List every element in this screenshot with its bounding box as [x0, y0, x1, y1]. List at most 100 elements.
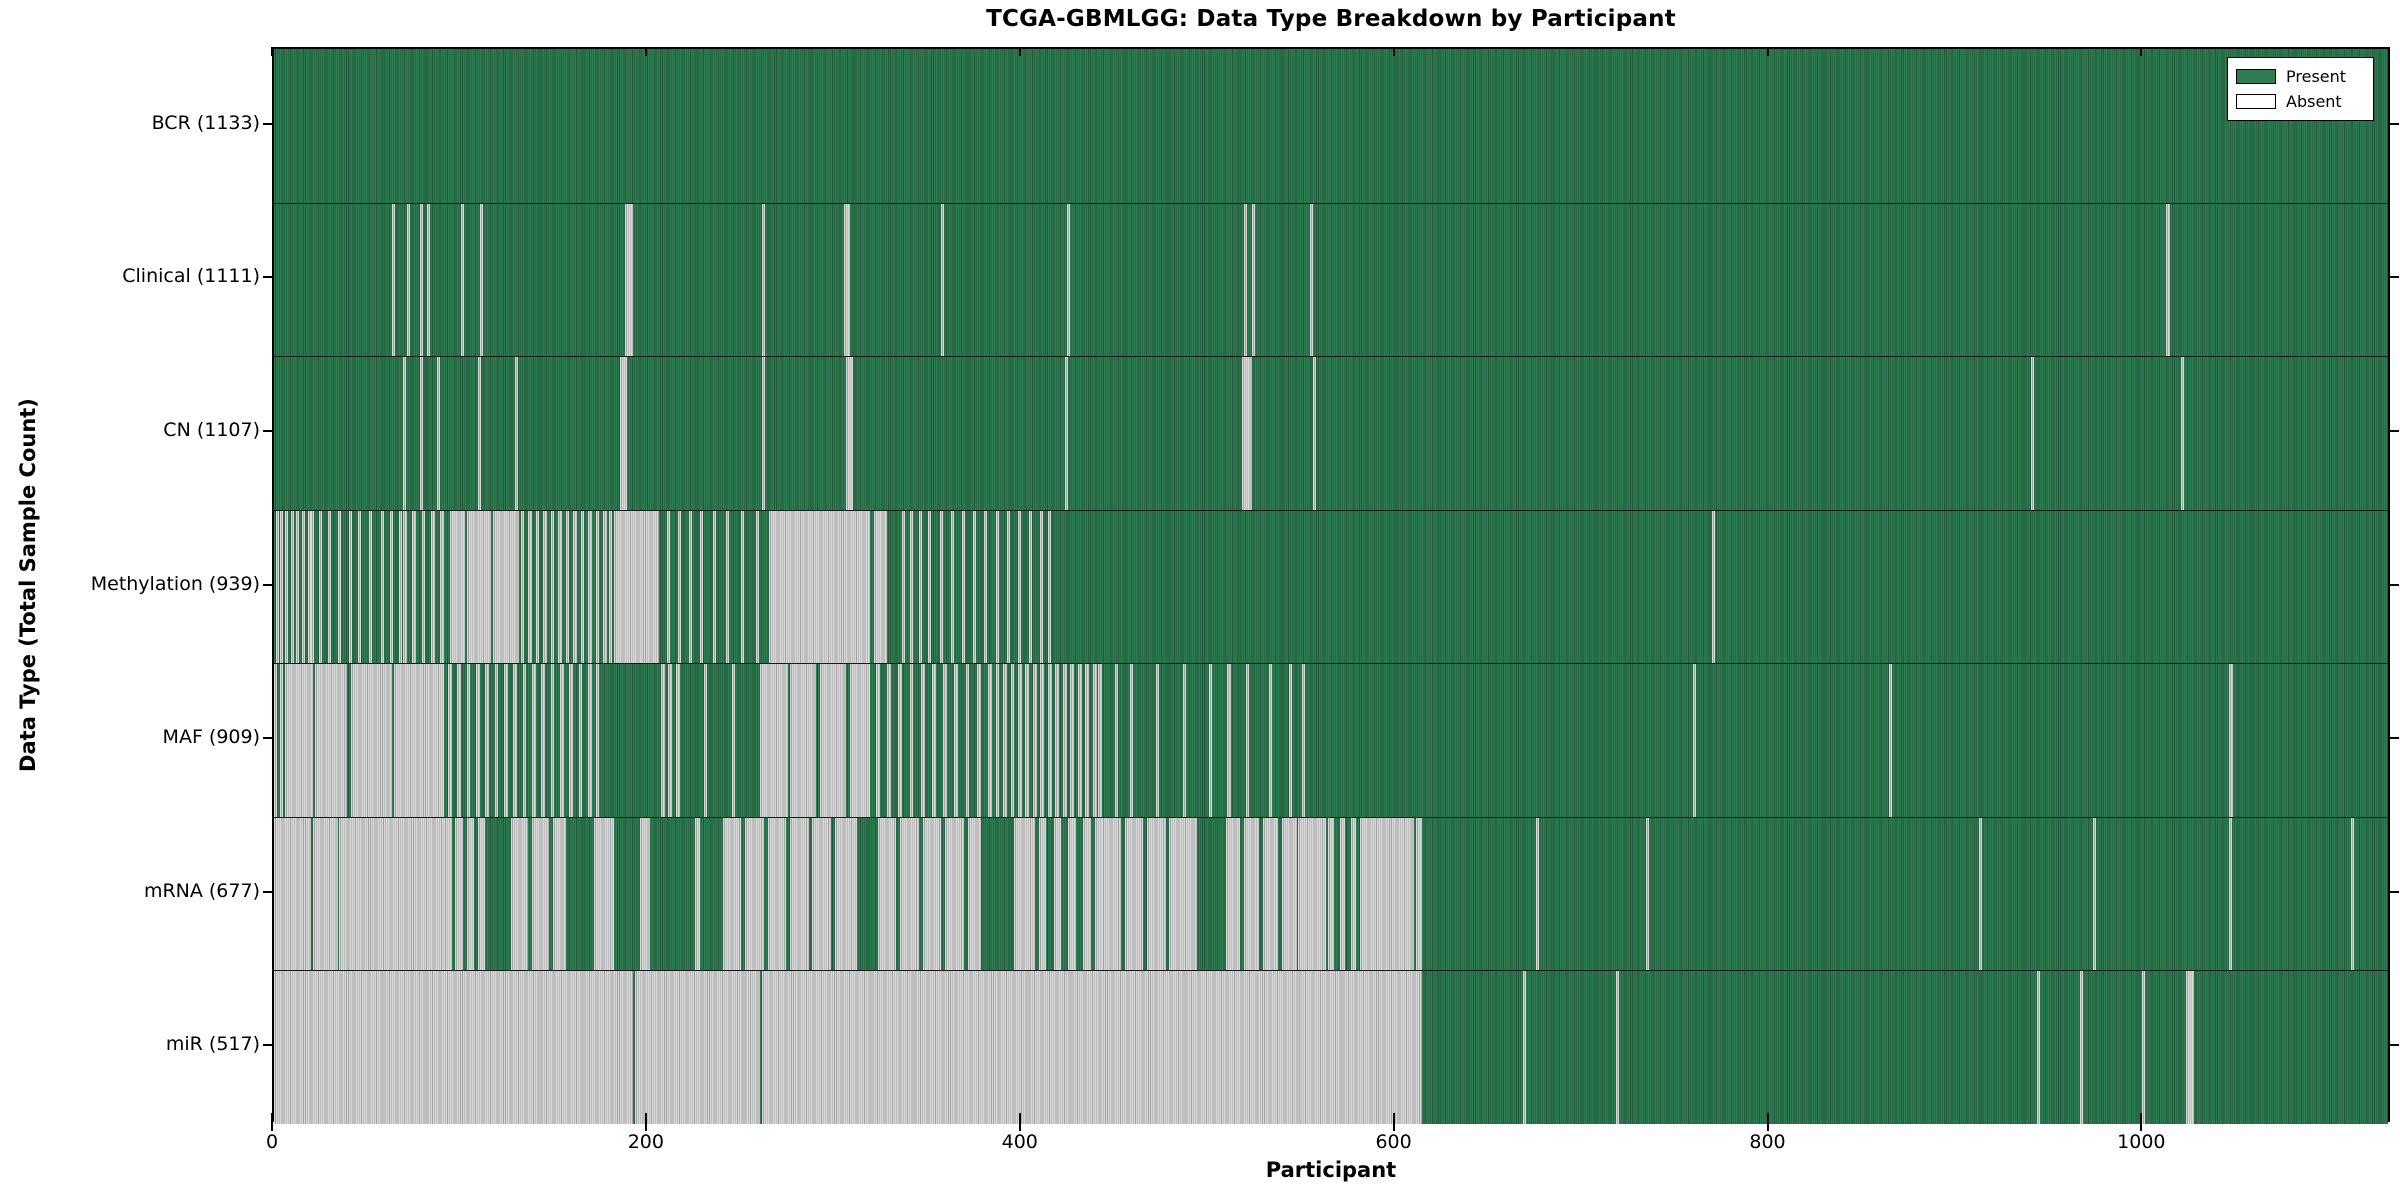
- absent-segment: [475, 663, 480, 817]
- row-maf: [274, 663, 2388, 817]
- absent-segment: [1246, 663, 1250, 817]
- x-tick: [2140, 1122, 2143, 1131]
- x-axis-title: Participant: [1265, 1158, 1397, 1182]
- absent-segment: [789, 816, 809, 971]
- x-tick: [1766, 1122, 1769, 1131]
- absent-segment: [1978, 816, 1982, 971]
- absent-segment: [995, 663, 1000, 817]
- row-clinical: [274, 202, 2388, 357]
- absent-segment: [313, 816, 338, 971]
- row-cn: [274, 356, 2388, 510]
- absent-segment: [479, 202, 483, 357]
- absent-segment: [2165, 202, 2170, 357]
- absent-segment: [1094, 816, 1103, 971]
- absent-segment: [412, 509, 417, 664]
- absent-segment: [928, 509, 932, 664]
- absent-segment: [550, 663, 555, 817]
- absent-segment: [1289, 663, 1293, 817]
- absent-segment: [1416, 816, 1422, 971]
- absent-segment: [1010, 663, 1015, 817]
- absent-segment: [694, 816, 701, 971]
- absent-segment: [274, 663, 277, 817]
- absent-segment: [961, 509, 965, 664]
- absent-segment: [1244, 202, 1248, 357]
- absent-segment: [2036, 970, 2040, 1124]
- absent-segment: [2229, 663, 2234, 817]
- x-tick: [1392, 47, 1395, 56]
- absent-segment: [898, 663, 903, 817]
- y-tick: [263, 429, 272, 432]
- absent-segment: [973, 509, 977, 664]
- x-tick: [1392, 1122, 1395, 1131]
- legend-label-absent: Absent: [2286, 92, 2342, 111]
- y-tick-label: Clinical (1111): [122, 265, 260, 288]
- absent-segment: [275, 509, 279, 664]
- x-tick: [644, 1113, 647, 1122]
- absent-segment: [339, 816, 445, 971]
- absent-segment: [1360, 816, 1415, 971]
- x-tick: [1392, 1113, 1395, 1122]
- absent-segment: [1309, 202, 1313, 357]
- absent-segment: [1077, 663, 1082, 817]
- y-tick: [2390, 737, 2399, 740]
- absent-segment: [677, 509, 681, 664]
- absent-segment: [954, 663, 959, 817]
- absent-segment: [941, 202, 945, 357]
- absent-segment: [2186, 970, 2194, 1124]
- absent-segment: [1062, 663, 1067, 817]
- absent-segment: [603, 509, 607, 664]
- plot-area: [272, 47, 2390, 1124]
- y-tick: [2390, 122, 2399, 125]
- absent-segment: [466, 663, 471, 817]
- absent-segment: [984, 509, 988, 664]
- absent-segment: [995, 509, 999, 664]
- absent-segment: [767, 816, 787, 971]
- absent-segment: [1646, 816, 1650, 971]
- absent-segment: [337, 509, 341, 664]
- absent-segment: [1225, 816, 1241, 971]
- absent-segment: [1064, 356, 1068, 510]
- absent-segment: [846, 356, 854, 510]
- absent-segment: [745, 816, 764, 971]
- y-tick-label: Methylation (939): [90, 572, 260, 595]
- absent-segment: [713, 509, 717, 664]
- x-tick: [1766, 1113, 1769, 1122]
- row-mir: [274, 970, 2388, 1124]
- x-tick: [1018, 47, 1021, 56]
- x-tick: [644, 47, 647, 56]
- row-bcr: [274, 49, 2388, 203]
- x-tick: [644, 1122, 647, 1131]
- absent-segment: [285, 663, 314, 817]
- absent-segment: [440, 509, 445, 664]
- absent-segment: [444, 816, 452, 971]
- absent-segment: [1251, 202, 1255, 357]
- absent-segment: [578, 663, 583, 817]
- absent-segment: [1302, 663, 1306, 817]
- absent-segment: [588, 509, 592, 664]
- absent-segment: [2350, 816, 2354, 971]
- present-swatch: [2236, 69, 2276, 84]
- absent-segment: [569, 663, 574, 817]
- absent-segment: [513, 663, 517, 817]
- absent-segment: [877, 816, 897, 971]
- absent-segment: [358, 509, 362, 664]
- absent-segment: [756, 509, 760, 664]
- x-tick-label: 1000: [2117, 1131, 2166, 1153]
- absent-swatch: [2236, 94, 2276, 109]
- absent-segment: [722, 816, 742, 971]
- y-tick: [2390, 276, 2399, 279]
- row-separator: [274, 970, 2388, 972]
- absent-segment: [1227, 663, 1232, 817]
- absent-segment: [274, 816, 312, 971]
- y-tick: [263, 583, 272, 586]
- absent-segment: [619, 356, 628, 510]
- absent-segment: [965, 663, 970, 817]
- absent-segment: [703, 663, 707, 817]
- absent-segment: [1262, 816, 1278, 971]
- absent-segment: [543, 509, 547, 664]
- row-methylation: [274, 509, 2388, 664]
- x-tick: [271, 1122, 273, 1131]
- absent-segment: [741, 509, 745, 664]
- absent-segment: [2031, 356, 2035, 510]
- absent-segment: [988, 663, 992, 817]
